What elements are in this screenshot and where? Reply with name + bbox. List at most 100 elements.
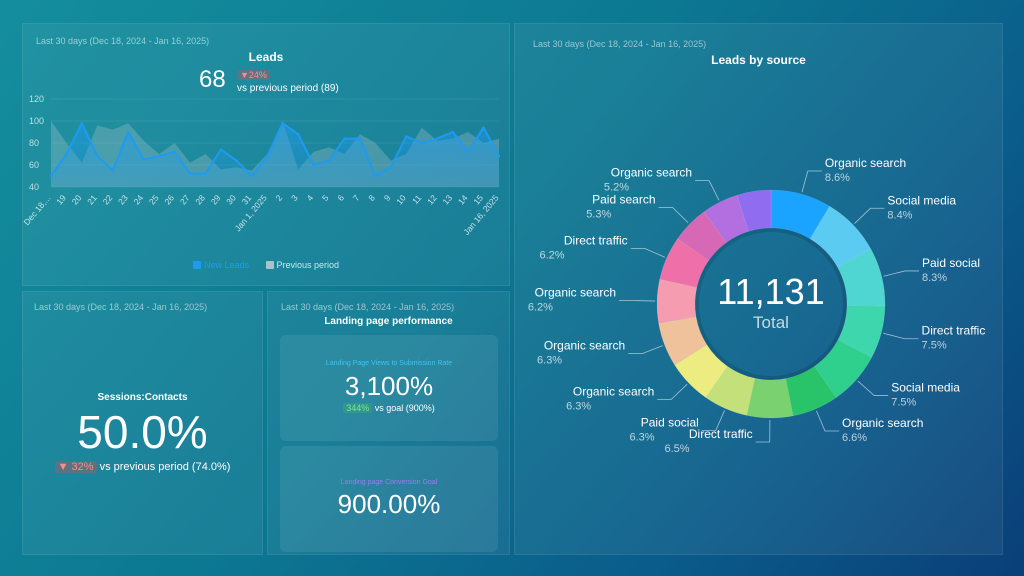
new-leads-point: [266, 155, 269, 158]
new-leads-point: [482, 126, 485, 129]
donut-slice[interactable]: [785, 365, 837, 417]
source-title: Leads by source: [711, 53, 806, 67]
new-leads-point: [65, 152, 68, 156]
conversion-goal-tile: Landing page Conversion Goal 900.00%: [280, 446, 498, 552]
x-tick-label: 3: [289, 193, 300, 203]
new-leads-point: [157, 155, 161, 158]
slice-leader-line: [801, 170, 822, 193]
new-leads-point: [451, 130, 454, 134]
leads-panel: Last 30 days (Dec 18, 2024 - Jan 16, 202…: [22, 23, 510, 286]
donut-slice[interactable]: [837, 305, 886, 359]
slice-value-label: 6.2%: [539, 249, 564, 261]
x-tick-label: 20: [70, 193, 84, 207]
x-tick-label: 28: [193, 193, 207, 207]
x-tick-label: 24: [131, 193, 145, 207]
leads-by-source-donut: Organic search 8.6% Social media 8.4% Paid s…: [528, 156, 986, 455]
x-tick-label: 13: [440, 193, 454, 207]
new-leads-point: [127, 130, 130, 134]
checkbox-checked-icon: [192, 261, 201, 269]
slice-value-label: 6.5%: [664, 443, 689, 455]
slice-value-label: 6.3%: [629, 431, 654, 443]
slice-leader-line: [628, 345, 663, 354]
slice-leader-line: [630, 247, 665, 258]
submission-rate-value: 3,100%: [344, 371, 434, 401]
slice-leader-line: [657, 383, 688, 400]
x-tick-label: 25: [147, 193, 161, 207]
source-panel: Last 30 days (Dec 18, 2024 - Jan 16, 202…: [514, 23, 1003, 555]
slice-leader-line: [619, 300, 656, 302]
submission-rate-label: Landing Page Views to Submission Rate: [325, 360, 453, 367]
new-leads-point: [343, 137, 346, 140]
new-leads-point: [96, 155, 99, 158]
conversion-goal-value: 900.00%: [337, 489, 441, 519]
x-tick-label: 10: [394, 193, 408, 207]
x-tick-label: 19: [54, 193, 68, 207]
x-tick-label: 29: [209, 193, 223, 207]
donut-slice[interactable]: [674, 344, 728, 398]
slice-leader-line: [857, 380, 889, 396]
submission-rate-compare-row: 344% vs goal (900%): [280, 403, 498, 413]
legend-new-leads-label: New Leads: [203, 260, 249, 270]
slice-leader-line: [695, 180, 720, 201]
y-tick-label: 60: [29, 160, 39, 170]
submission-rate-delta: 344%: [343, 403, 373, 413]
slice-value-label: 8.3%: [922, 272, 947, 284]
slice-label: Direct traffic: [922, 324, 986, 338]
x-tick-label: 14: [456, 193, 470, 207]
landing-period: Last 30 days (Dec 18, 2024 - Jan 16, 202…: [281, 302, 455, 312]
slice-leader-line: [701, 410, 725, 431]
landing-panel: Last 30 days (Dec 18, 2024 - Jan 16, 202…: [267, 291, 510, 555]
leads-compare: vs previous period (89): [237, 83, 339, 94]
new-leads-point: [358, 137, 362, 140]
leads-delta: ▼24%: [237, 70, 270, 80]
slice-leader-line: [816, 410, 840, 432]
slice-label: Paid social: [641, 415, 699, 429]
x-tick-label: 9: [382, 193, 393, 203]
slice-value-label: 7.5%: [891, 397, 916, 409]
slice-label: Organic search: [611, 166, 692, 180]
donut-slice[interactable]: [705, 365, 756, 416]
legend-new-leads[interactable]: New Leads: [192, 260, 252, 270]
new-leads-point: [235, 159, 238, 162]
x-tick-label: 12: [425, 193, 439, 207]
donut-slice[interactable]: [814, 339, 872, 398]
new-leads-point: [204, 172, 207, 175]
donut-slice[interactable]: [677, 211, 727, 261]
slice-value-label: 8.6%: [825, 172, 850, 184]
slice-label: Paid social: [922, 256, 980, 270]
new-leads-point: [405, 135, 408, 138]
slice-leader-line: [854, 207, 885, 224]
new-leads-point: [312, 163, 315, 167]
new-leads-point: [389, 166, 393, 169]
slice-leader-line: [658, 206, 689, 224]
leads-value: 68: [199, 66, 226, 93]
source-period: Last 30 days (Dec 18, 2024 - Jan 16, 202…: [533, 39, 707, 49]
y-tick-label: 120: [29, 94, 44, 104]
slice-label: Organic search: [842, 416, 923, 430]
new-leads-point: [188, 172, 192, 175]
new-leads-point: [219, 148, 223, 151]
sessions-value: 50.0%: [77, 406, 208, 458]
new-leads-point: [327, 159, 331, 162]
x-tick-label: 22: [101, 193, 115, 207]
slice-value-label: 7.5%: [922, 340, 947, 352]
leads-period: Last 30 days (Dec 18, 2024 - Jan 16, 202…: [36, 36, 210, 46]
new-leads-point: [497, 155, 501, 158]
slice-value-label: 5.2%: [604, 182, 629, 194]
donut-slice[interactable]: [837, 248, 886, 307]
donut-slice[interactable]: [770, 189, 831, 240]
sessions-delta: ▼ 32%: [54, 461, 97, 473]
series-new-leads-area: [51, 123, 499, 187]
new-leads-point: [466, 150, 470, 153]
donut-slice[interactable]: [736, 189, 772, 232]
x-tick-label: 7: [351, 193, 362, 203]
new-leads-point: [142, 158, 145, 161]
x-tick-label: 2: [274, 193, 285, 203]
donut-total-value: 11,131: [717, 271, 825, 312]
x-tick-label: Dec 18,...: [23, 193, 53, 227]
new-leads-point: [296, 133, 300, 136]
legend-previous-period[interactable]: Previous period: [265, 260, 339, 270]
x-tick-label: 23: [116, 193, 130, 207]
x-axis: Dec 18,... 19 20 21 22 23 24 25 26 27 28 29 30 31Jan …: [23, 193, 501, 237]
